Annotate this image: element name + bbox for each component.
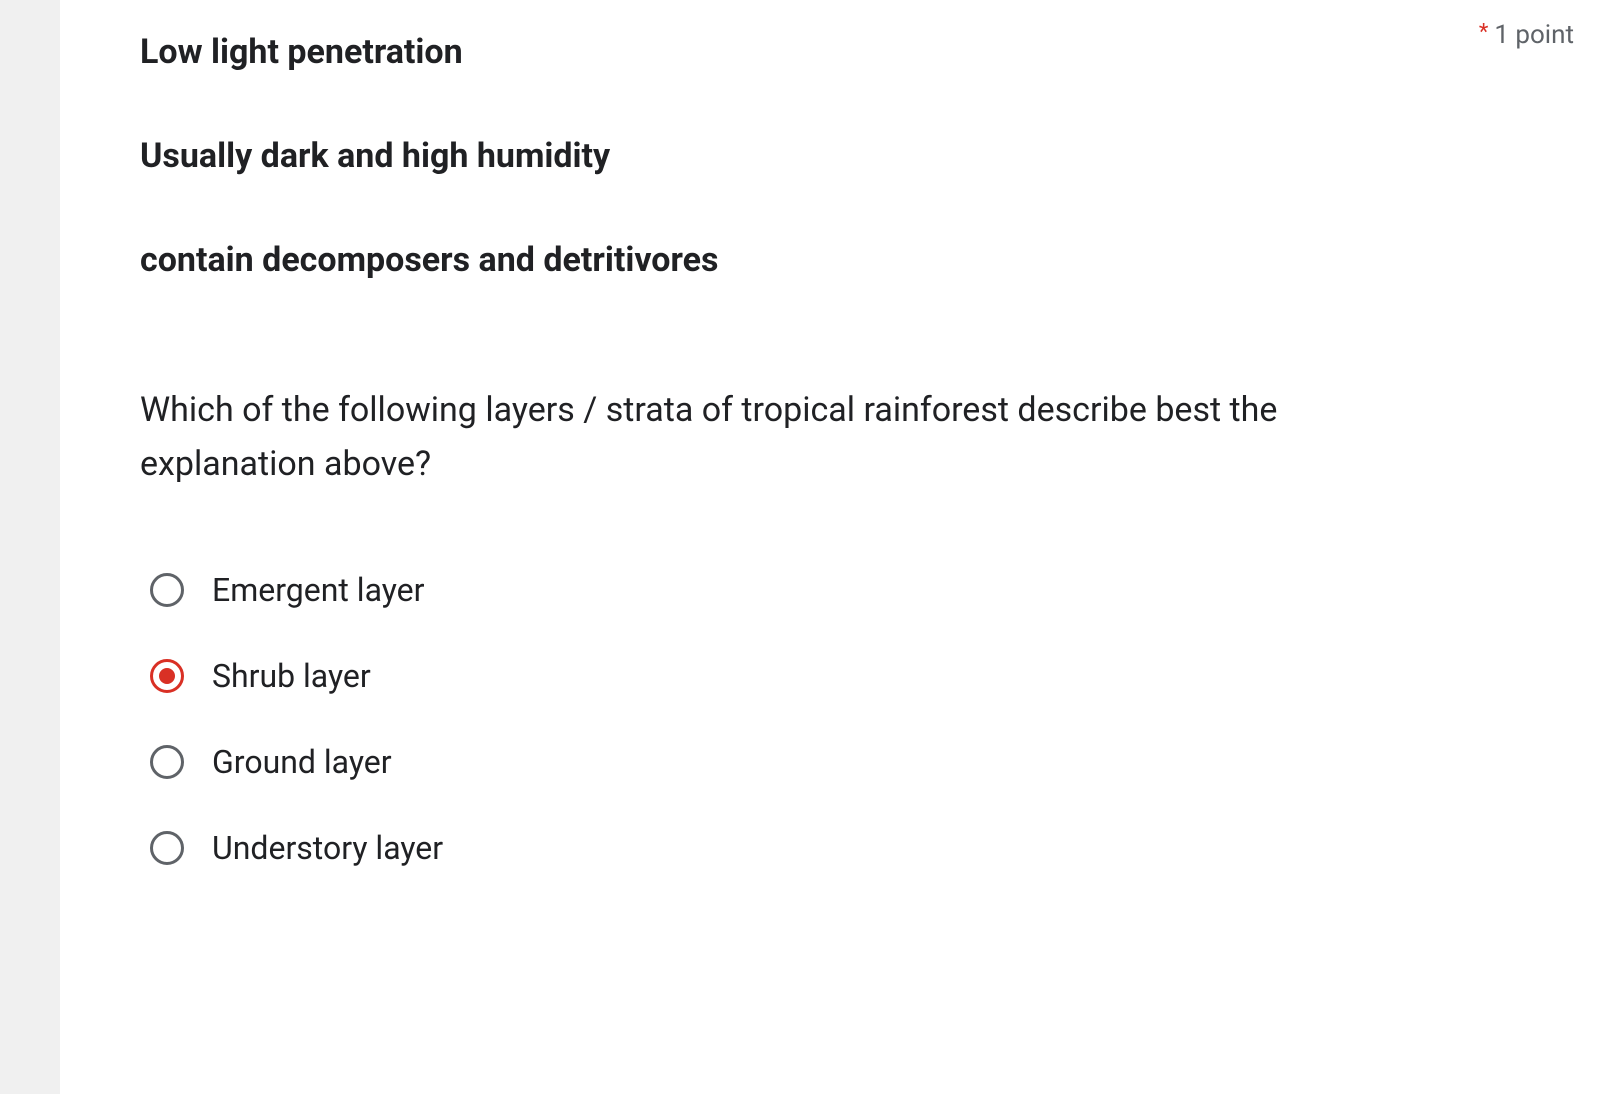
option-label: Emergent layer (212, 571, 424, 609)
option-label: Understory layer (212, 829, 443, 867)
radio-icon[interactable] (150, 659, 184, 693)
points-badge: *1 point (1479, 20, 1574, 50)
points-text: 1 point (1494, 20, 1574, 50)
required-star-icon: * (1479, 20, 1488, 45)
question-card: *1 point Low light penetration Usually d… (60, 0, 1614, 1094)
description-line-3: contain decomposers and detritivores (140, 238, 1340, 282)
radio-icon[interactable] (150, 831, 184, 865)
radio-icon[interactable] (150, 745, 184, 779)
option-label: Ground layer (212, 743, 392, 781)
question-text: Which of the following layers / strata o… (140, 383, 1340, 492)
description-line-1: Low light penetration (140, 30, 1340, 74)
description-line-2: Usually dark and high humidity (140, 134, 1340, 178)
option-ground-layer[interactable]: Ground layer (150, 743, 1340, 781)
option-understory-layer[interactable]: Understory layer (150, 829, 1340, 867)
options-group: Emergent layer Shrub layer Ground layer … (140, 571, 1340, 867)
option-label: Shrub layer (212, 657, 371, 695)
radio-icon[interactable] (150, 573, 184, 607)
option-shrub-layer[interactable]: Shrub layer (150, 657, 1340, 695)
option-emergent-layer[interactable]: Emergent layer (150, 571, 1340, 609)
question-block: Low light penetration Usually dark and h… (140, 30, 1340, 867)
